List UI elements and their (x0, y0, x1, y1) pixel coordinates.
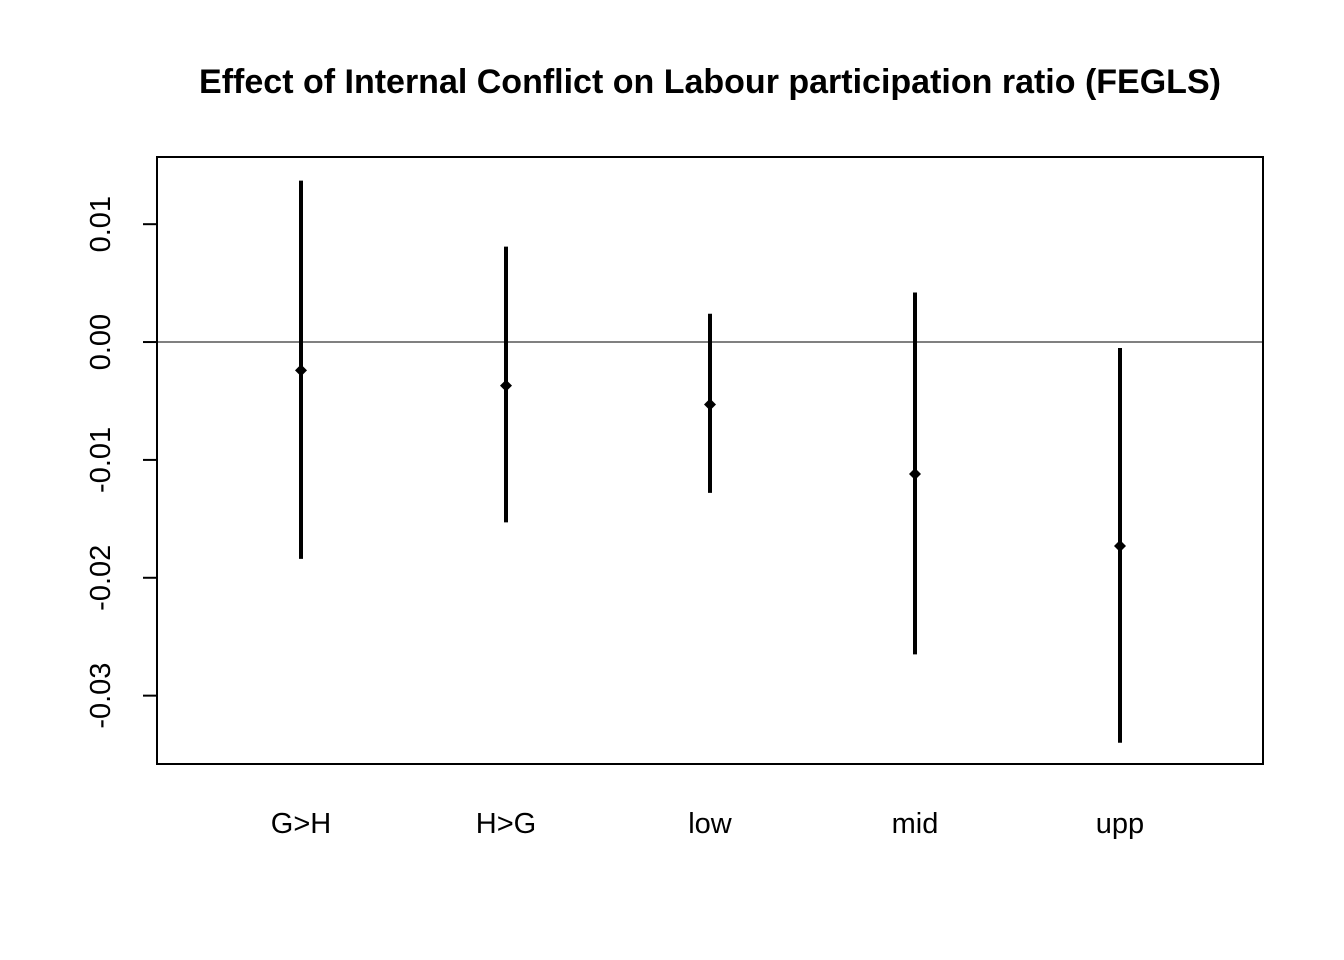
y-tick-label: 0.00 (85, 314, 117, 370)
y-axis: 0.01 0.00 -0.01 -0.02 -0.03 (85, 196, 157, 729)
point-estimate (295, 364, 307, 377)
chart-title: Effect of Internal Conflict on Labour pa… (199, 63, 1221, 101)
point-estimate (909, 468, 921, 481)
x-axis-labels: G>H H>G low mid upp (271, 808, 1144, 840)
y-tick-label: -0.03 (85, 663, 117, 729)
error-bars (295, 180, 1126, 743)
y-tick-label: -0.02 (85, 545, 117, 611)
x-tick-label: low (688, 808, 733, 840)
x-tick-label: mid (892, 808, 939, 840)
x-tick-label: G>H (271, 808, 331, 840)
point-estimate (704, 398, 716, 411)
y-tick-label: -0.01 (85, 427, 117, 493)
point-estimate (1114, 539, 1126, 552)
point-estimate (500, 379, 512, 392)
x-tick-label: upp (1096, 808, 1144, 840)
x-tick-label: H>G (476, 808, 536, 840)
y-tick-label: 0.01 (85, 196, 117, 252)
